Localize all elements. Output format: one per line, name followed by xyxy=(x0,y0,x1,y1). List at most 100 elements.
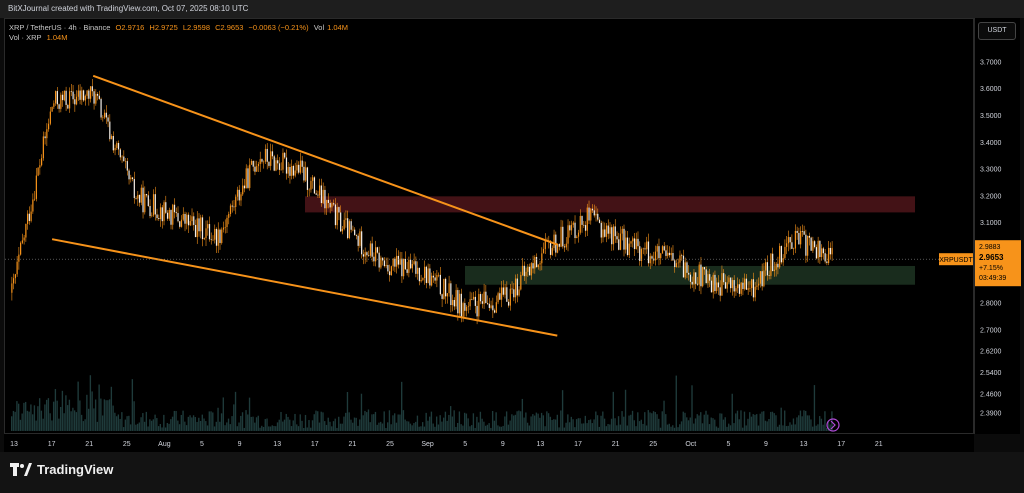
volume-bar xyxy=(470,425,473,431)
price-tick-label: 2.3900 xyxy=(980,410,1002,417)
candle-body xyxy=(348,221,351,239)
candle-body xyxy=(303,166,305,181)
candle-body xyxy=(93,91,95,104)
candle-body xyxy=(520,274,522,290)
candle-body xyxy=(350,221,352,230)
candle-body xyxy=(710,280,713,293)
volume-bar xyxy=(728,423,730,431)
price-chart[interactable]: XRPUSDT xyxy=(5,19,973,433)
volume-bar xyxy=(593,419,595,431)
candle-body xyxy=(486,303,489,304)
volume-bar xyxy=(366,412,368,431)
candle-body xyxy=(170,209,172,225)
candle-body xyxy=(499,293,501,300)
candle-body xyxy=(504,287,506,295)
candle-body xyxy=(340,212,342,232)
tradingview-logo[interactable]: TradingView xyxy=(10,462,113,477)
candle-body xyxy=(744,278,746,290)
volume-bar xyxy=(589,419,592,431)
volume-bar xyxy=(215,421,217,431)
volume-bar xyxy=(694,418,697,431)
volume-bar xyxy=(187,416,189,431)
candle-body xyxy=(308,189,310,191)
price-scale-axis[interactable]: 3.7000 3.6000 3.5000 3.4000 3.3000 3.2000 3.10… xyxy=(975,18,1021,434)
candle-body xyxy=(81,90,83,100)
volume-bar xyxy=(416,415,419,431)
volume-bar xyxy=(359,419,361,431)
candle-body xyxy=(394,258,396,267)
volume-bar xyxy=(325,424,328,431)
candle-body xyxy=(777,263,779,268)
candle-body xyxy=(261,159,263,162)
volume-bar xyxy=(304,414,307,431)
volume-bar xyxy=(266,418,268,431)
candle-body xyxy=(221,229,223,243)
volume-bar xyxy=(614,418,616,431)
volume-bar xyxy=(31,414,34,431)
volume-bar xyxy=(428,416,431,431)
candle-body xyxy=(689,274,692,282)
candle-body xyxy=(521,265,524,275)
volume-bar xyxy=(75,412,78,431)
candle-body xyxy=(600,222,602,238)
candle-body xyxy=(516,278,518,296)
volume-bar xyxy=(241,412,244,431)
volume-bar xyxy=(73,410,76,431)
volume-bar xyxy=(205,421,207,431)
volume-bar xyxy=(376,424,378,431)
volume-bar xyxy=(640,419,642,431)
candle-body xyxy=(200,217,202,232)
candle-body xyxy=(75,96,78,105)
volume-bar xyxy=(357,425,359,431)
candle-body xyxy=(401,258,403,277)
volume-bar xyxy=(49,413,51,431)
candle-body xyxy=(821,248,823,258)
candle-body xyxy=(257,163,260,167)
high-value: H2.9725 xyxy=(149,23,178,32)
volume-bar xyxy=(390,424,392,431)
volume-bar xyxy=(98,384,100,431)
volume-bar xyxy=(497,425,499,431)
volume-bar xyxy=(313,414,315,431)
candle-body xyxy=(431,275,433,286)
volume-bar xyxy=(54,389,57,431)
candle-body xyxy=(507,301,510,306)
volume-bar xyxy=(637,412,639,431)
candle-body xyxy=(453,299,455,307)
volume-bar xyxy=(785,426,788,431)
candle-body xyxy=(229,205,232,215)
volume-bar xyxy=(84,419,86,431)
chart-area[interactable]: XRPUSDT XRP / TetherUS · 4h · Binance O2… xyxy=(4,18,974,434)
volume-bar xyxy=(518,410,520,431)
volume-bar xyxy=(542,415,545,431)
volume-bar xyxy=(666,424,669,431)
candle-body xyxy=(618,239,620,250)
time-scale[interactable]: 13 17 21 25 Aug 5 9 13 17 21 25 Sep 5 9 13 17 21 25 Oct 5 9 1… xyxy=(4,434,974,452)
candle-body xyxy=(789,237,791,243)
volume-bar xyxy=(33,405,36,431)
replay-arrow-icon xyxy=(830,420,836,430)
candle-body xyxy=(151,215,153,217)
volume-bar xyxy=(103,399,106,431)
volume-bar xyxy=(645,425,648,431)
volume-bar xyxy=(458,411,461,431)
volume-bar xyxy=(710,417,712,431)
candle-body xyxy=(354,229,356,236)
volume-bar xyxy=(633,420,635,431)
candle-body xyxy=(759,271,762,284)
time-tick-label: 13 xyxy=(273,441,281,448)
volume-bar xyxy=(317,411,319,431)
candle-body xyxy=(424,266,426,279)
candle-body xyxy=(128,170,130,180)
candle-body xyxy=(590,208,592,221)
time-scale-axis[interactable]: 13 17 21 25 Aug 5 9 13 17 21 25 Sep 5 9 13 17 21 25 Oct 5 9 1… xyxy=(4,434,974,452)
price-scale[interactable]: 3.7000 3.6000 3.5000 3.4000 3.3000 3.2000 3.10… xyxy=(974,18,1021,434)
currency-button[interactable]: USDT xyxy=(978,22,1016,40)
replay-icon[interactable] xyxy=(826,418,840,432)
candle-body xyxy=(296,164,298,171)
volume-bar xyxy=(724,417,726,431)
candle-body xyxy=(219,229,221,243)
price-tag-change: +7.15% xyxy=(979,265,1003,272)
candle-body xyxy=(327,199,330,203)
candle-body xyxy=(740,282,742,294)
